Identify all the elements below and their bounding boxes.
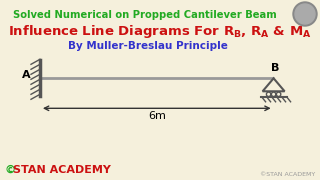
- Circle shape: [271, 92, 276, 96]
- Text: ©: ©: [5, 165, 16, 175]
- Circle shape: [293, 2, 317, 26]
- Text: By Muller-Breslau Principle: By Muller-Breslau Principle: [68, 41, 228, 51]
- Text: 6m: 6m: [148, 111, 166, 121]
- Text: STAN ACADEMY: STAN ACADEMY: [13, 165, 111, 175]
- Circle shape: [295, 4, 315, 24]
- Text: Influence Line Diagrams For $\mathbf{R_B}$, $\mathbf{R_A}$ & $\mathbf{M_A}$: Influence Line Diagrams For $\mathbf{R_B…: [8, 24, 312, 40]
- Text: ©STAN ACADEMY: ©STAN ACADEMY: [260, 172, 315, 177]
- Text: A: A: [22, 70, 30, 80]
- Circle shape: [276, 92, 281, 96]
- Text: B: B: [271, 63, 280, 73]
- Polygon shape: [263, 78, 284, 91]
- Circle shape: [267, 92, 271, 96]
- Text: Solved Numerical on Propped Cantilever Beam: Solved Numerical on Propped Cantilever B…: [13, 10, 277, 20]
